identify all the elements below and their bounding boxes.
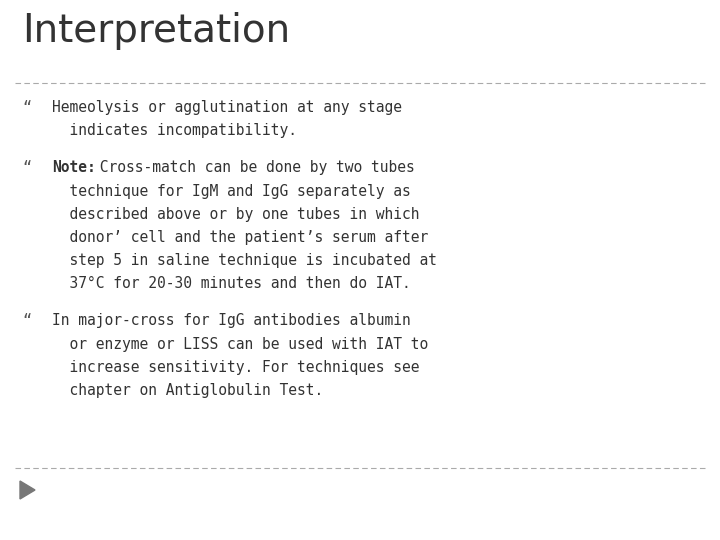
Text: technique for IgM and IgG separately as: technique for IgM and IgG separately as (52, 184, 410, 199)
Text: step 5 in saline technique is incubated at: step 5 in saline technique is incubated … (52, 253, 437, 268)
Text: 37°C for 20-30 minutes and then do IAT.: 37°C for 20-30 minutes and then do IAT. (52, 276, 410, 291)
Text: “: “ (22, 160, 31, 176)
Text: increase sensitivity. For techniques see: increase sensitivity. For techniques see (52, 360, 420, 375)
Text: “: “ (22, 313, 31, 328)
Text: Interpretation: Interpretation (22, 12, 290, 50)
Text: indicates incompatibility.: indicates incompatibility. (52, 123, 297, 138)
Text: “: “ (22, 100, 31, 115)
Text: chapter on Antiglobulin Test.: chapter on Antiglobulin Test. (52, 383, 323, 398)
Text: donor’ cell and the patient’s serum after: donor’ cell and the patient’s serum afte… (52, 230, 428, 245)
Text: Hemeolysis or agglutination at any stage: Hemeolysis or agglutination at any stage (52, 100, 402, 115)
Polygon shape (20, 481, 35, 499)
Text: Note:: Note: (52, 160, 96, 176)
Text: described above or by one tubes in which: described above or by one tubes in which (52, 207, 420, 222)
Text: or enzyme or LISS can be used with IAT to: or enzyme or LISS can be used with IAT t… (52, 336, 428, 352)
Text: In major-cross for IgG antibodies albumin: In major-cross for IgG antibodies albumi… (52, 313, 410, 328)
Text: Cross-match can be done by two tubes: Cross-match can be done by two tubes (91, 160, 415, 176)
